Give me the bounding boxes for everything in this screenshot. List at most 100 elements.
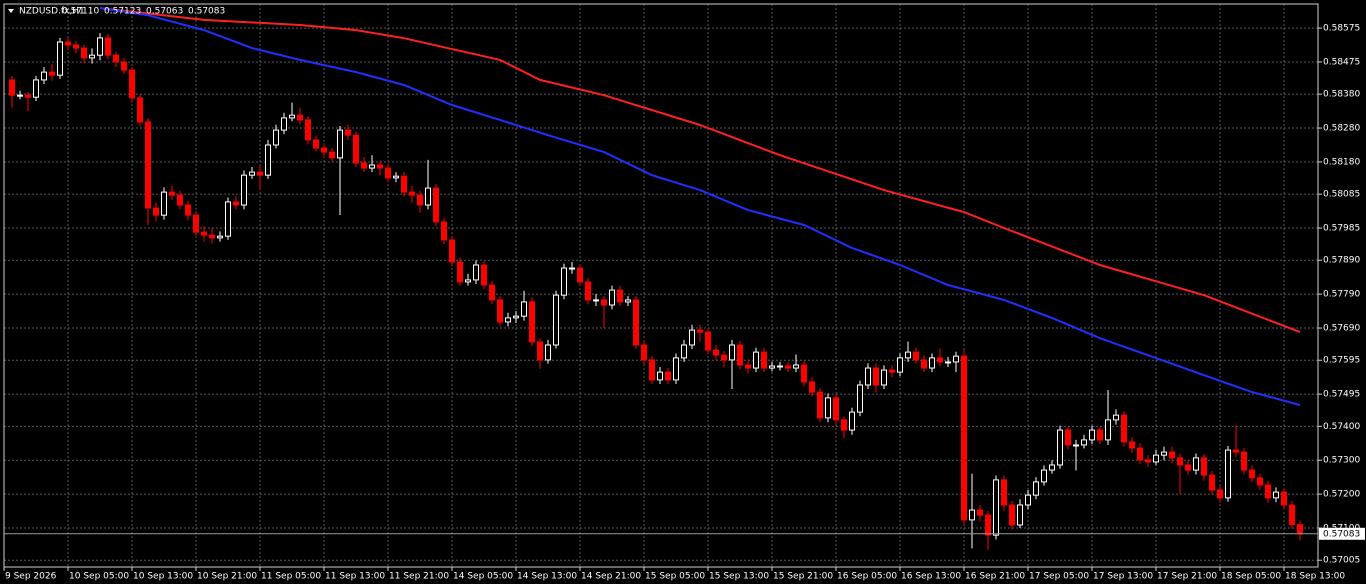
candle-body: [921, 359, 927, 369]
candle-body: [89, 54, 95, 59]
candle-body: [1169, 451, 1175, 459]
header-value: 0.57083: [188, 7, 225, 17]
candle-body: [521, 301, 527, 317]
x-tick-label: 11 Sep 05:00: [261, 572, 321, 582]
x-tick-label: 15 Sep 05:00: [645, 572, 705, 582]
candle-body: [489, 284, 495, 301]
candle-body: [329, 151, 335, 159]
candle-body: [129, 69, 135, 99]
candle-body: [681, 344, 687, 359]
candle-body: [1129, 441, 1135, 449]
candle-body: [65, 41, 71, 46]
candle-body: [577, 267, 583, 283]
moving-average: [99, 7, 1301, 334]
plot: [4, 7, 1318, 551]
candle-body: [9, 79, 15, 96]
candle-body: [1009, 504, 1015, 526]
candle-body: [689, 329, 695, 346]
candle-body: [313, 139, 319, 149]
price-label-box: [1319, 527, 1365, 540]
candle-body: [569, 267, 575, 270]
candle-body: [817, 391, 823, 419]
candle-body: [729, 344, 735, 361]
y-tick-label: 0.57495: [1323, 390, 1360, 400]
x-tick-label: 10 Sep 05:00: [69, 572, 129, 582]
y-tick-label: 0.57300: [1323, 456, 1360, 466]
candle-body: [305, 119, 311, 141]
candle-body: [393, 175, 399, 179]
x-tick-label: 10 Sep 13:00: [133, 572, 193, 582]
candle-body: [153, 207, 159, 216]
candle-body: [289, 114, 295, 119]
candle-body: [377, 164, 383, 169]
x-tick-label: 16 Sep 13:00: [901, 572, 961, 582]
candle-body: [913, 351, 919, 361]
candle-body: [785, 365, 791, 369]
candle-body: [113, 54, 119, 63]
x-tick-label: 17 Sep 13:00: [1093, 572, 1153, 582]
candle-body: [257, 171, 263, 176]
x-tick-label: 11 Sep 13:00: [325, 572, 385, 582]
x-tick-label: 10 Sep 21:00: [197, 572, 257, 582]
candle-body: [873, 367, 879, 386]
candle-body: [449, 239, 455, 263]
candle-body: [1249, 469, 1255, 479]
candle-body: [209, 234, 215, 239]
candle-body: [481, 264, 487, 286]
header-values: 0.57110 0.57123 0.57063 0.57083: [62, 7, 225, 17]
candle-body: [1113, 414, 1119, 421]
candle-body: [969, 509, 975, 521]
candle-body: [1257, 477, 1263, 486]
y-tick-label: 0.58380: [1323, 90, 1360, 100]
candle-body: [1233, 449, 1239, 453]
candle-body: [889, 369, 895, 373]
candle-body: [649, 359, 655, 381]
x-tick-label: 18 Sep 05:00: [1221, 572, 1281, 582]
candle-body: [473, 264, 479, 281]
y-tick-label: 0.58575: [1323, 24, 1360, 34]
candle-body: [865, 367, 871, 386]
x-tick-label: 18 Sep 13:00: [1285, 572, 1345, 582]
candle-body: [1177, 457, 1183, 466]
candle-body: [793, 364, 799, 369]
price-label: 0.57083: [1323, 529, 1360, 539]
candle-body: [321, 147, 327, 153]
candle-body: [41, 71, 47, 81]
moving-average: [99, 7, 1301, 406]
candle-body: [193, 214, 199, 233]
candle-body: [809, 381, 815, 393]
candle-body: [825, 397, 831, 419]
candle-body: [1121, 414, 1127, 443]
candle-body: [905, 351, 911, 359]
candle-body: [297, 114, 303, 121]
candle-body: [25, 94, 31, 98]
candle-body: [1225, 449, 1231, 499]
candle-body: [49, 71, 55, 76]
candle-body: [1289, 504, 1295, 526]
candle-body: [241, 174, 247, 206]
y-tick-label: 0.57400: [1323, 422, 1360, 432]
x-tick-label: 15 Sep 21:00: [773, 572, 833, 582]
candle-body: [985, 514, 991, 536]
candle-body: [353, 134, 359, 164]
candle-body: [561, 267, 567, 296]
y-tick-label: 0.57890: [1323, 256, 1360, 266]
candle-body: [881, 369, 887, 386]
header-value: 0.57110: [62, 7, 99, 17]
x-tick-label: 11 Sep 21:00: [389, 572, 449, 582]
candle-body: [897, 357, 903, 373]
candle-body: [105, 37, 111, 56]
y-tick-label: 0.57790: [1323, 290, 1360, 300]
y-tick-label: 0.57595: [1323, 356, 1360, 366]
candle-body: [73, 44, 79, 49]
candle-body: [1217, 489, 1223, 499]
candle-body: [81, 47, 87, 59]
candle-body: [617, 289, 623, 303]
candle-body: [553, 294, 559, 346]
candle-body: [337, 129, 343, 159]
candle-body: [977, 509, 983, 516]
candle-body: [1185, 464, 1191, 471]
candle-body: [1241, 451, 1247, 471]
